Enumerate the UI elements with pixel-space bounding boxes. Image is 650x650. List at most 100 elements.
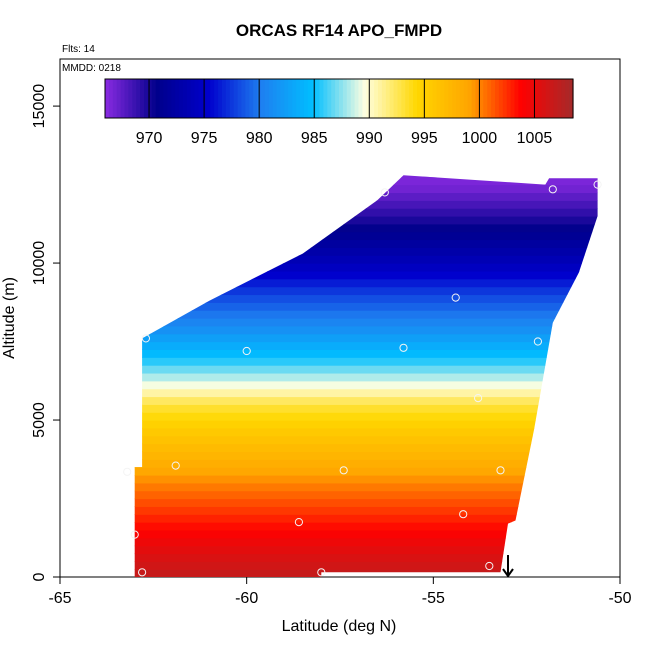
flight-point xyxy=(123,467,132,476)
heatmap-band xyxy=(134,325,598,335)
colorbar-segment xyxy=(268,79,274,118)
colorbar-segment xyxy=(233,79,239,118)
heatmap-band xyxy=(134,404,598,413)
colorbar-frame xyxy=(104,78,574,119)
colorbar-tick-label: 1000 xyxy=(462,130,498,147)
heatmap-band xyxy=(134,372,598,382)
colorbar-segment xyxy=(545,79,551,118)
colorbar-tick-label: 1005 xyxy=(517,130,553,147)
heatmap-band xyxy=(134,443,598,453)
colorbar-segment xyxy=(483,79,488,118)
colorbar-segment xyxy=(459,79,465,118)
flight-point xyxy=(242,346,251,356)
flight-point xyxy=(496,466,505,475)
colorbar-segment xyxy=(140,79,145,118)
heatmap-band xyxy=(134,396,598,405)
heatmap-band xyxy=(134,176,598,186)
heatmap-band xyxy=(134,357,598,366)
colorbar-segment xyxy=(175,79,180,118)
colorbar-segment xyxy=(346,79,352,118)
x-tick-label: -60 xyxy=(235,590,258,607)
colorbar-segment xyxy=(378,79,383,118)
colorbar-tick-label: 975 xyxy=(191,130,218,147)
colorbar-segment xyxy=(272,79,278,118)
heatmap-band xyxy=(134,529,598,539)
colorbar-segment xyxy=(350,79,356,118)
colorbar-segment xyxy=(522,79,527,118)
flight-points xyxy=(123,180,602,577)
colorbar-segment xyxy=(335,79,340,118)
heatmap-band xyxy=(134,490,598,500)
colorbar-segment xyxy=(424,79,430,118)
colorbar-segment xyxy=(147,79,153,118)
colorbar-segment xyxy=(541,79,547,118)
colorbar-segment xyxy=(487,79,492,118)
y-axis: 0 5000 10000 15000 xyxy=(31,84,60,581)
y-tick-label: 5000 xyxy=(31,402,48,438)
colorbar-segment xyxy=(440,79,445,118)
colorbar-segment xyxy=(428,79,434,118)
heatmap-band xyxy=(134,380,598,390)
heatmap-band xyxy=(134,514,598,523)
colorbar-segment xyxy=(374,79,379,118)
heatmap-band xyxy=(134,263,598,272)
heatmap-band xyxy=(134,255,598,264)
colorbar-tick-label: 970 xyxy=(136,130,163,147)
colorbar-segment xyxy=(526,79,531,118)
colorbar-segment xyxy=(116,79,122,118)
colorbar-segment xyxy=(463,79,469,118)
colorbar-segment xyxy=(136,79,141,118)
colorbar-segment xyxy=(128,79,133,118)
colorbar-segment xyxy=(491,79,496,118)
colorbar-segment xyxy=(389,79,395,118)
colorbar-segment xyxy=(502,79,508,118)
colorbar-segment xyxy=(565,79,570,118)
y-tick-label: 10000 xyxy=(31,241,48,286)
arrow-head xyxy=(502,568,514,578)
heatmap-band xyxy=(134,302,598,311)
colorbar-segment xyxy=(452,79,457,118)
heatmap-band xyxy=(134,498,598,507)
colorbar-segment xyxy=(303,79,309,118)
heatmap-band xyxy=(134,333,598,343)
heatmap-band xyxy=(134,522,598,531)
colorbar-segment xyxy=(292,79,297,118)
colorbar-segment xyxy=(202,79,207,118)
date-annotation: MMDD: 0218 xyxy=(62,63,121,74)
colorbar-segment xyxy=(397,79,402,118)
colorbar-segment xyxy=(393,79,399,118)
flight-point xyxy=(593,180,602,189)
colorbar-segment xyxy=(171,79,176,118)
flight-point xyxy=(399,343,408,352)
colorbar-segment xyxy=(241,79,246,118)
colorbar-segment xyxy=(342,79,348,118)
colorbar-segment xyxy=(315,79,321,118)
colorbar-segment xyxy=(253,79,258,118)
heatmap-band xyxy=(134,318,598,327)
colorbar-segment xyxy=(366,79,371,118)
colorbar-segment xyxy=(288,79,293,118)
heatmap-band xyxy=(134,506,598,515)
colorbar-segment xyxy=(413,79,418,118)
chart-title: ORCAS RF14 APO_FMPD xyxy=(236,21,442,40)
heatmap-band xyxy=(134,467,598,476)
heatmap-band xyxy=(134,545,598,555)
heatmap-band xyxy=(134,286,598,296)
x-tick-label: -55 xyxy=(422,590,445,607)
colorbar-segment xyxy=(448,79,453,118)
heatmap-band xyxy=(134,349,598,358)
heatmap-band xyxy=(134,270,598,280)
heatmap-band xyxy=(134,341,598,350)
colorbar-segment xyxy=(108,79,114,118)
heatmap-band xyxy=(134,247,598,256)
colorbar-segment xyxy=(105,79,110,118)
heatmap-band xyxy=(134,231,598,241)
colorbar-segment xyxy=(530,79,535,118)
colorbar-segment xyxy=(190,79,196,118)
y-tick-label: 15000 xyxy=(31,84,48,129)
colorbar-segment xyxy=(112,79,118,118)
flight-point xyxy=(141,334,150,343)
flight-point xyxy=(380,188,389,197)
flight-point xyxy=(138,568,147,577)
